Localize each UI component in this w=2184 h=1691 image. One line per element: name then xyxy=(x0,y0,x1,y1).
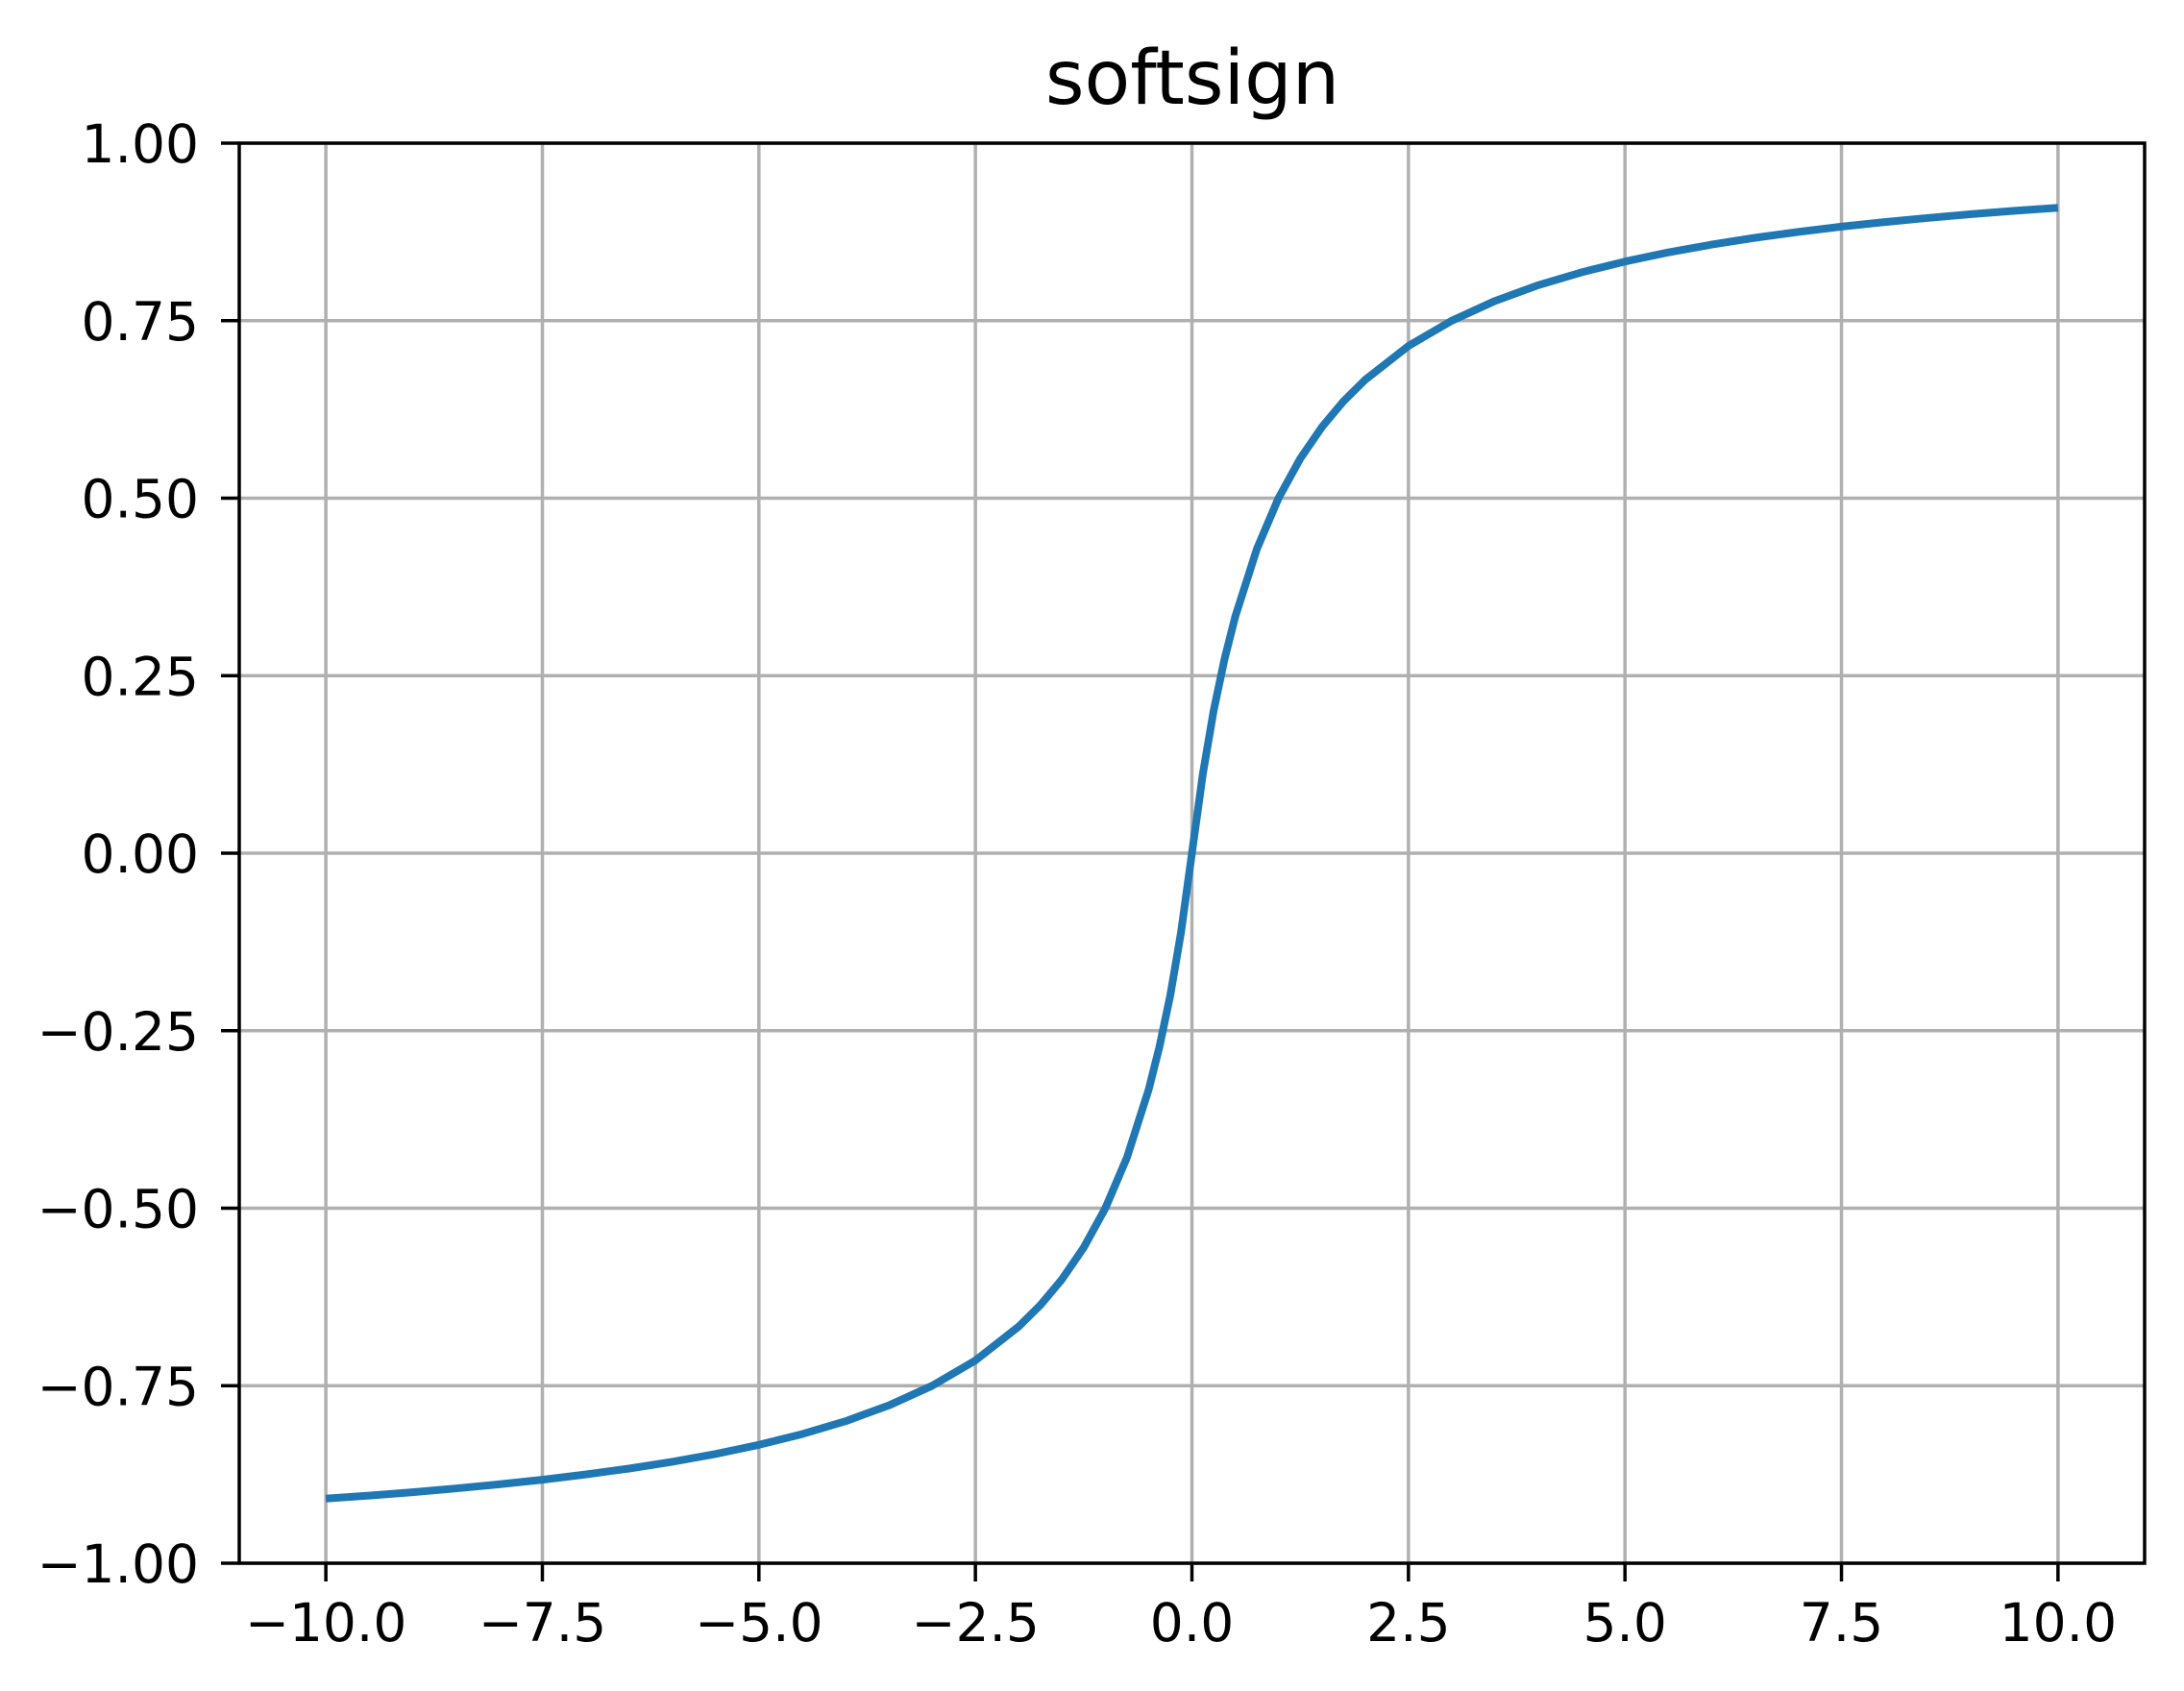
x-tick-label: −5.0 xyxy=(695,1592,823,1654)
y-tick-label: −1.00 xyxy=(37,1533,199,1595)
y-tick-label: 0.75 xyxy=(82,291,199,353)
softsign-line xyxy=(325,204,2059,1503)
x-tick-label: 5.0 xyxy=(1583,1592,1666,1654)
x-tick-label: −7.5 xyxy=(479,1592,607,1654)
x-tick-label: 0.0 xyxy=(1150,1592,1234,1654)
x-axis: −10.0 −7.5 −5.0 −2.5 0.0 2.5 5.0 7.5 10.0 xyxy=(245,1563,2117,1654)
y-axis: −1.00 −0.75 −0.50 −0.25 0.00 0.25 0.50 0.75 1.00 xyxy=(37,113,239,1595)
chart-title: softsign xyxy=(1045,36,1339,122)
y-tick-label: −0.75 xyxy=(37,1356,199,1417)
y-tick-label: 0.50 xyxy=(82,469,199,530)
x-tick-label: −2.5 xyxy=(911,1592,1040,1654)
y-tick-label: 0.00 xyxy=(82,823,199,885)
x-tick-label: 7.5 xyxy=(1800,1592,1883,1654)
y-tick-label: 0.25 xyxy=(82,646,199,707)
series xyxy=(325,204,2059,1503)
x-tick-label: −10.0 xyxy=(245,1592,407,1654)
x-tick-label: 10.0 xyxy=(2000,1592,2117,1654)
y-tick-label: −0.50 xyxy=(37,1179,199,1240)
y-tick-label: 1.00 xyxy=(82,113,199,175)
x-tick-label: 2.5 xyxy=(1366,1592,1450,1654)
y-tick-label: −0.25 xyxy=(37,1001,199,1063)
